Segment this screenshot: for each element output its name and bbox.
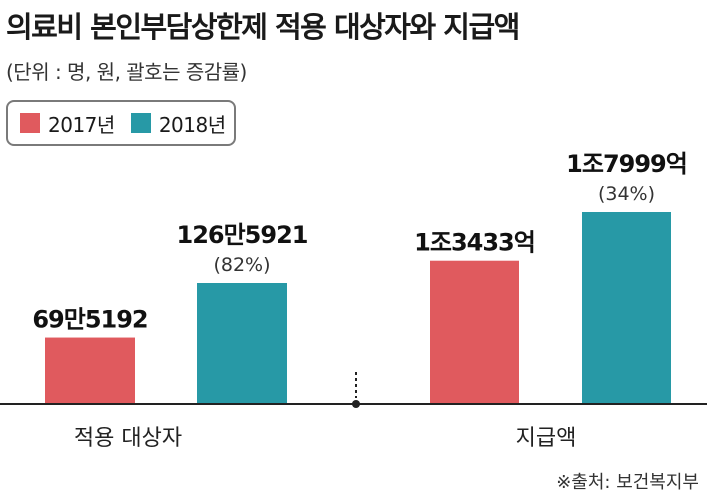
bar-0-0 (45, 337, 135, 404)
chart-title: 의료비 본인부담상한제 적용 대상자와 지급액 (6, 10, 520, 44)
growth-label-0: (82%) (213, 254, 270, 276)
source-note: ※출처: 보건복지부 (556, 472, 699, 493)
data-label-0-0: 69만5192 (32, 306, 147, 334)
category-label-1: 지급액 (516, 426, 577, 451)
bar-0-1 (197, 283, 287, 404)
bar-1-1 (582, 212, 671, 404)
legend-swatch-2017 (20, 113, 40, 133)
category-label-0: 적용 대상자 (74, 426, 182, 451)
legend-item-2018: 2018년 (130, 109, 226, 138)
data-label-1-1: 1조7999억 (566, 150, 687, 178)
growth-label-1: (34%) (598, 183, 655, 205)
chart-subtitle: (단위 : 명, 원, 괄호는 증감률) (6, 60, 247, 84)
bar-1-0 (430, 260, 519, 404)
separator-dot (352, 400, 360, 408)
data-label-0-1: 126만5921 (177, 221, 308, 249)
legend-item-2017: 2017년 (20, 109, 115, 138)
legend-label-2018: 2018년 (158, 112, 226, 137)
legend-label-2017: 2017년 (48, 112, 115, 137)
legend: 2017년 2018년 (6, 100, 236, 146)
data-label-1-0: 1조3433억 (414, 229, 535, 257)
legend-swatch-2018 (130, 113, 151, 133)
